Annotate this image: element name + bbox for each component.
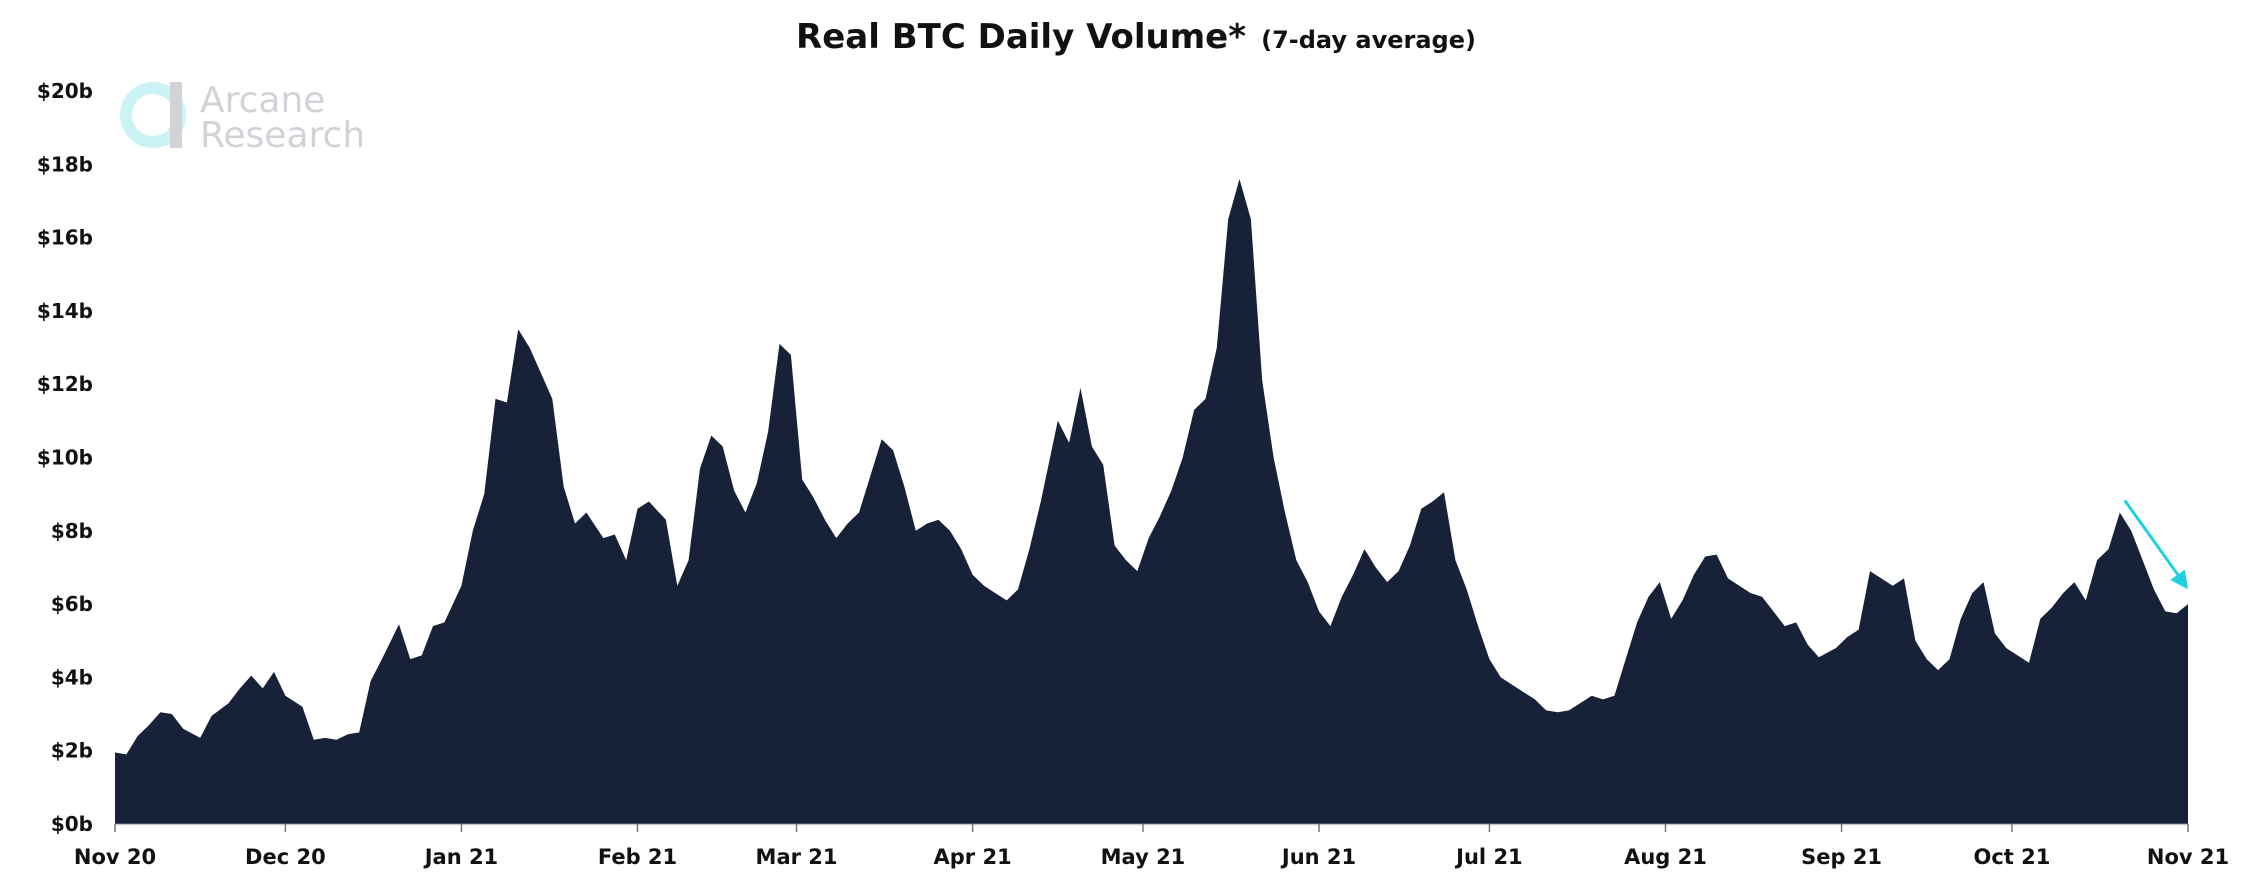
- arcane-research-logo: Arcane Research: [120, 80, 365, 156]
- x-tick-label: Nov 21: [2147, 845, 2229, 869]
- volume-area-series: [115, 179, 2188, 824]
- logo-bar-icon: [170, 82, 182, 148]
- y-tick-label: $12b: [37, 372, 93, 396]
- x-tick-label: Dec 20: [245, 845, 326, 869]
- x-tick-label: Jul 21: [1454, 845, 1523, 869]
- trend-arrow-icon: [2170, 569, 2188, 590]
- chart-subtitle: (7-day average): [1261, 26, 1476, 54]
- y-tick-label: $8b: [51, 519, 93, 543]
- logo-text-line2: Research: [200, 115, 365, 156]
- x-tick-label: Feb 21: [598, 845, 677, 869]
- x-tick-label: Jun 21: [1280, 845, 1356, 869]
- x-tick-label: Apr 21: [934, 845, 1012, 869]
- x-tick-label: Aug 21: [1624, 845, 1707, 869]
- x-tick-label: Oct 21: [1973, 845, 2050, 869]
- x-axis: Nov 20 Dec 20 Jan 21 Feb 21 Mar 21 Apr 21 May …: [74, 823, 2229, 869]
- x-tick-label: Sep 21: [1801, 845, 1882, 869]
- chart-title-main: Real BTC Daily Volume*: [796, 17, 1246, 57]
- annotation-layer: [2124, 499, 2188, 590]
- y-tick-label: $2b: [51, 739, 93, 763]
- y-tick-label: $14b: [37, 299, 93, 323]
- y-tick-label: $10b: [37, 446, 93, 470]
- x-tick-label: Mar 21: [756, 845, 838, 869]
- y-tick-label: $4b: [51, 665, 93, 689]
- chart-title: Real BTC Daily Volume* (7-day average): [796, 17, 1476, 57]
- logo-text-line1: Arcane: [200, 80, 325, 121]
- y-tick-label: $16b: [37, 226, 93, 250]
- x-tick-label: Jan 21: [423, 845, 498, 869]
- y-axis: $0b $2b $4b $6b $8b $10b $12b $14b $16b $18b $20b: [37, 79, 93, 836]
- x-tick-label: Nov 20: [74, 845, 156, 869]
- y-tick-label: $6b: [51, 592, 93, 616]
- plot-area: [115, 179, 2188, 824]
- y-tick-label: $20b: [37, 79, 93, 103]
- x-tick-label: May 21: [1101, 845, 1186, 869]
- y-tick-label: $18b: [37, 152, 93, 176]
- y-tick-label: $0b: [51, 812, 93, 836]
- trend-arrow-line: [2124, 499, 2184, 582]
